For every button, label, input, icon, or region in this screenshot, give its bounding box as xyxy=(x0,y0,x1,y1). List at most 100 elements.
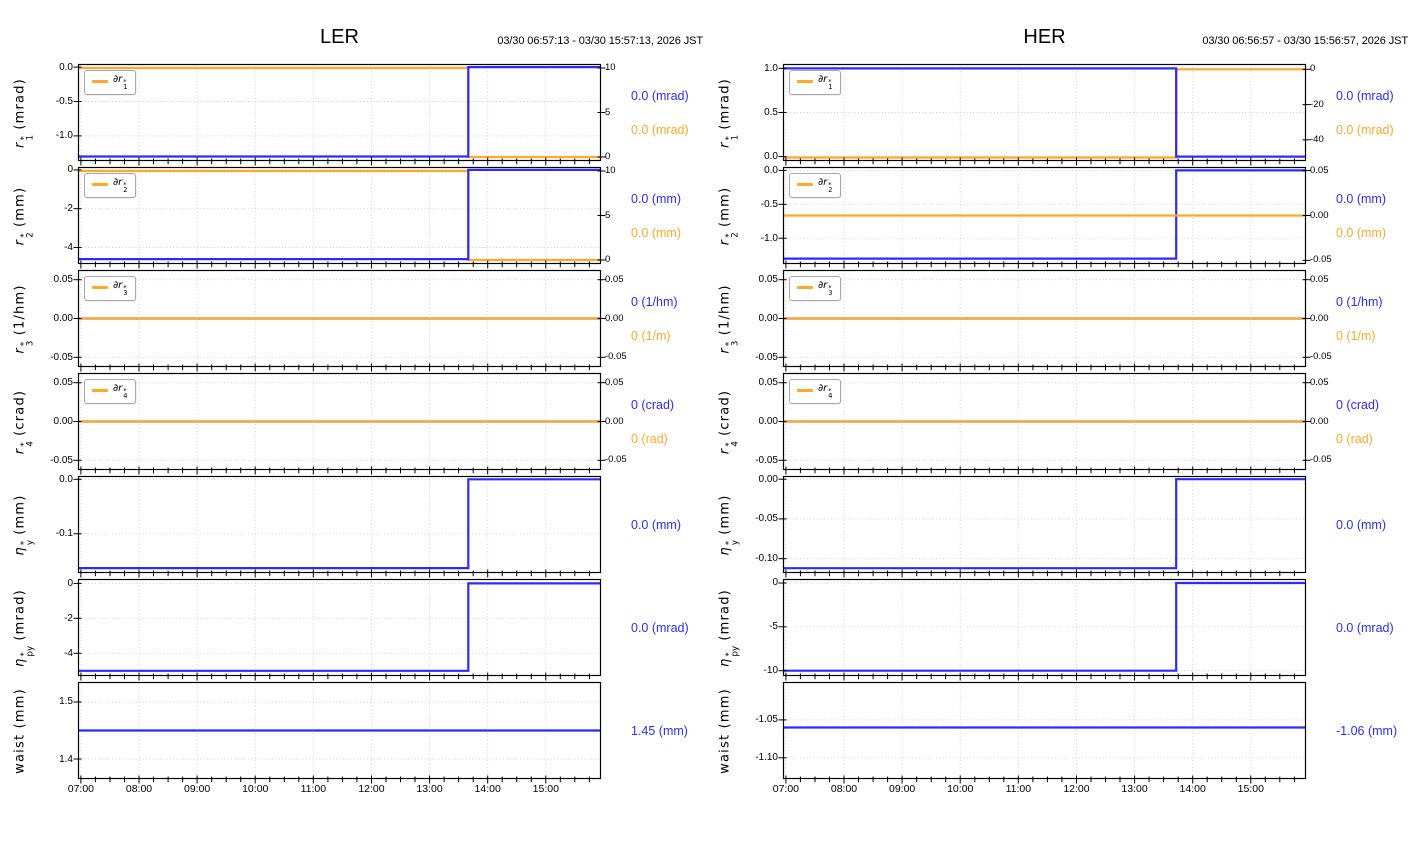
right-tick-label: 0 xyxy=(605,150,611,162)
legend-box: ∂r * 2 xyxy=(84,173,136,198)
plot-border xyxy=(782,269,1307,368)
right-tick-label: 0 xyxy=(605,253,611,265)
right-tick-label: 5 xyxy=(605,209,611,221)
legend-label: ∂r * 4 xyxy=(113,383,128,400)
plot-canvas xyxy=(778,372,1311,475)
x-tick-label: 12:00 xyxy=(1063,783,1090,795)
x-tick-label: 07:00 xyxy=(67,783,95,795)
y-tick-label: 1.4 xyxy=(59,753,73,765)
y-tick-label: 0.00 xyxy=(53,416,73,427)
plot-background xyxy=(78,579,601,676)
y-tick-label: 0.05 xyxy=(53,274,73,286)
plot-area: ∂r * 1 xyxy=(778,63,1311,166)
y-tick-label: 0.00 xyxy=(758,473,778,485)
plot-canvas xyxy=(73,578,602,681)
series-line-blue-r2 xyxy=(78,168,601,261)
legend-box: ∂r * 1 xyxy=(84,70,136,95)
y-tick-label: -1.0 xyxy=(760,232,778,244)
plot-border xyxy=(782,372,1307,471)
plot-border xyxy=(782,475,1307,574)
readout-value: 0.0 (mrad) xyxy=(631,88,689,103)
readout-value: 0 (1/hm) xyxy=(1336,294,1383,309)
plot-border xyxy=(782,63,1307,162)
y-tick-label: -2 xyxy=(64,203,73,215)
readout-value: 0.0 (mrad) xyxy=(1336,122,1394,137)
right-tick-label: 0 xyxy=(1310,63,1316,75)
x-tick-label: 10:00 xyxy=(947,783,974,795)
plot-area xyxy=(778,475,1307,578)
right-tick-label: -0.05 xyxy=(1310,351,1332,363)
x-tick-label: 11:00 xyxy=(300,783,327,795)
plot-border xyxy=(77,681,602,780)
legend-label: ∂r * 3 xyxy=(113,280,128,297)
legend-line-orange xyxy=(92,286,108,290)
y-axis-label: η * py (mrad) xyxy=(12,588,35,667)
plot-border xyxy=(77,475,602,574)
series-line-blue-eta-y xyxy=(783,478,1306,570)
plot-area xyxy=(73,578,602,681)
panel-title-her: HER xyxy=(1023,26,1066,48)
legend-label: ∂r * 2 xyxy=(113,177,128,194)
legend-label: ∂r * 1 xyxy=(113,74,128,91)
y-tick-label: 0.05 xyxy=(758,377,778,389)
right-tick-label: -0.05 xyxy=(605,351,627,363)
plot-canvas xyxy=(778,166,1311,269)
plot-border xyxy=(77,269,602,368)
plot-area xyxy=(73,681,602,784)
plot-border xyxy=(782,578,1307,677)
y-tick-label: 0.00 xyxy=(53,313,73,324)
legend-line-orange xyxy=(92,80,108,84)
readout-value: 0 (crad) xyxy=(631,397,675,412)
readout-value: 0.0 (mrad) xyxy=(1336,88,1394,103)
legend-label: ∂r * 2 xyxy=(818,177,833,194)
plot-background xyxy=(78,476,601,573)
plot-background xyxy=(783,476,1306,573)
y-tick-label: -0.5 xyxy=(760,198,778,210)
y-tick-label: -0.1 xyxy=(55,528,73,540)
readout-value: 0.0 (mm) xyxy=(631,225,681,240)
x-tick-label: 09:00 xyxy=(183,783,211,795)
y-tick-label: -1.05 xyxy=(755,714,778,726)
plot-border xyxy=(77,166,602,265)
legend-box: ∂r * 3 xyxy=(789,276,841,301)
readout-value: 0.0 (mm) xyxy=(631,191,681,206)
readout-value: 0 (1/hm) xyxy=(631,294,678,309)
series-line-blue-r1 xyxy=(78,66,601,158)
y-axis-label: η * y (mm) xyxy=(12,493,35,556)
x-tick-label: 08:00 xyxy=(830,783,858,795)
plot-background xyxy=(78,167,601,264)
plot-area: ∂r * 4 xyxy=(73,372,606,475)
readout-value: 0.0 (mm) xyxy=(1336,225,1386,240)
x-tick-label: 09:00 xyxy=(888,783,916,795)
plot-border xyxy=(782,681,1307,780)
y-tick-label: 1.5 xyxy=(59,696,73,708)
x-tick-label: 11:00 xyxy=(1005,783,1032,795)
plot-canvas xyxy=(778,578,1307,681)
y-tick-label: -2 xyxy=(64,612,73,624)
readout-value: 0.0 (mm) xyxy=(1336,517,1386,532)
readout-value: 0.0 (mrad) xyxy=(631,620,689,635)
legend-box: ∂r * 2 xyxy=(789,173,841,198)
plot-border xyxy=(77,372,602,471)
y-tick-label: 0 xyxy=(67,577,73,589)
right-tick-label: -20 xyxy=(1310,98,1324,110)
right-tick-label: 5 xyxy=(605,106,611,118)
y-tick-label: 0.0 xyxy=(764,164,778,176)
legend-box: ∂r * 1 xyxy=(789,70,841,95)
plot-area xyxy=(778,681,1307,784)
x-tick-label: 13:00 xyxy=(1121,783,1148,795)
right-tick-label: 0.05 xyxy=(1310,376,1329,388)
readout-value: 0 (1/m) xyxy=(631,328,671,343)
x-tick-label: 14:00 xyxy=(474,783,501,795)
x-tick-label: 08:00 xyxy=(125,783,153,795)
plot-border xyxy=(77,63,602,162)
plot-canvas xyxy=(73,63,606,166)
plot-canvas xyxy=(73,475,602,578)
plot-border xyxy=(77,578,602,677)
right-tick-label: 10 xyxy=(605,165,616,176)
plot-canvas xyxy=(73,166,606,269)
right-tick-label: 0.00 xyxy=(1310,415,1329,427)
y-tick-label: 0.00 xyxy=(758,313,778,324)
y-tick-label: 0.05 xyxy=(53,377,73,389)
